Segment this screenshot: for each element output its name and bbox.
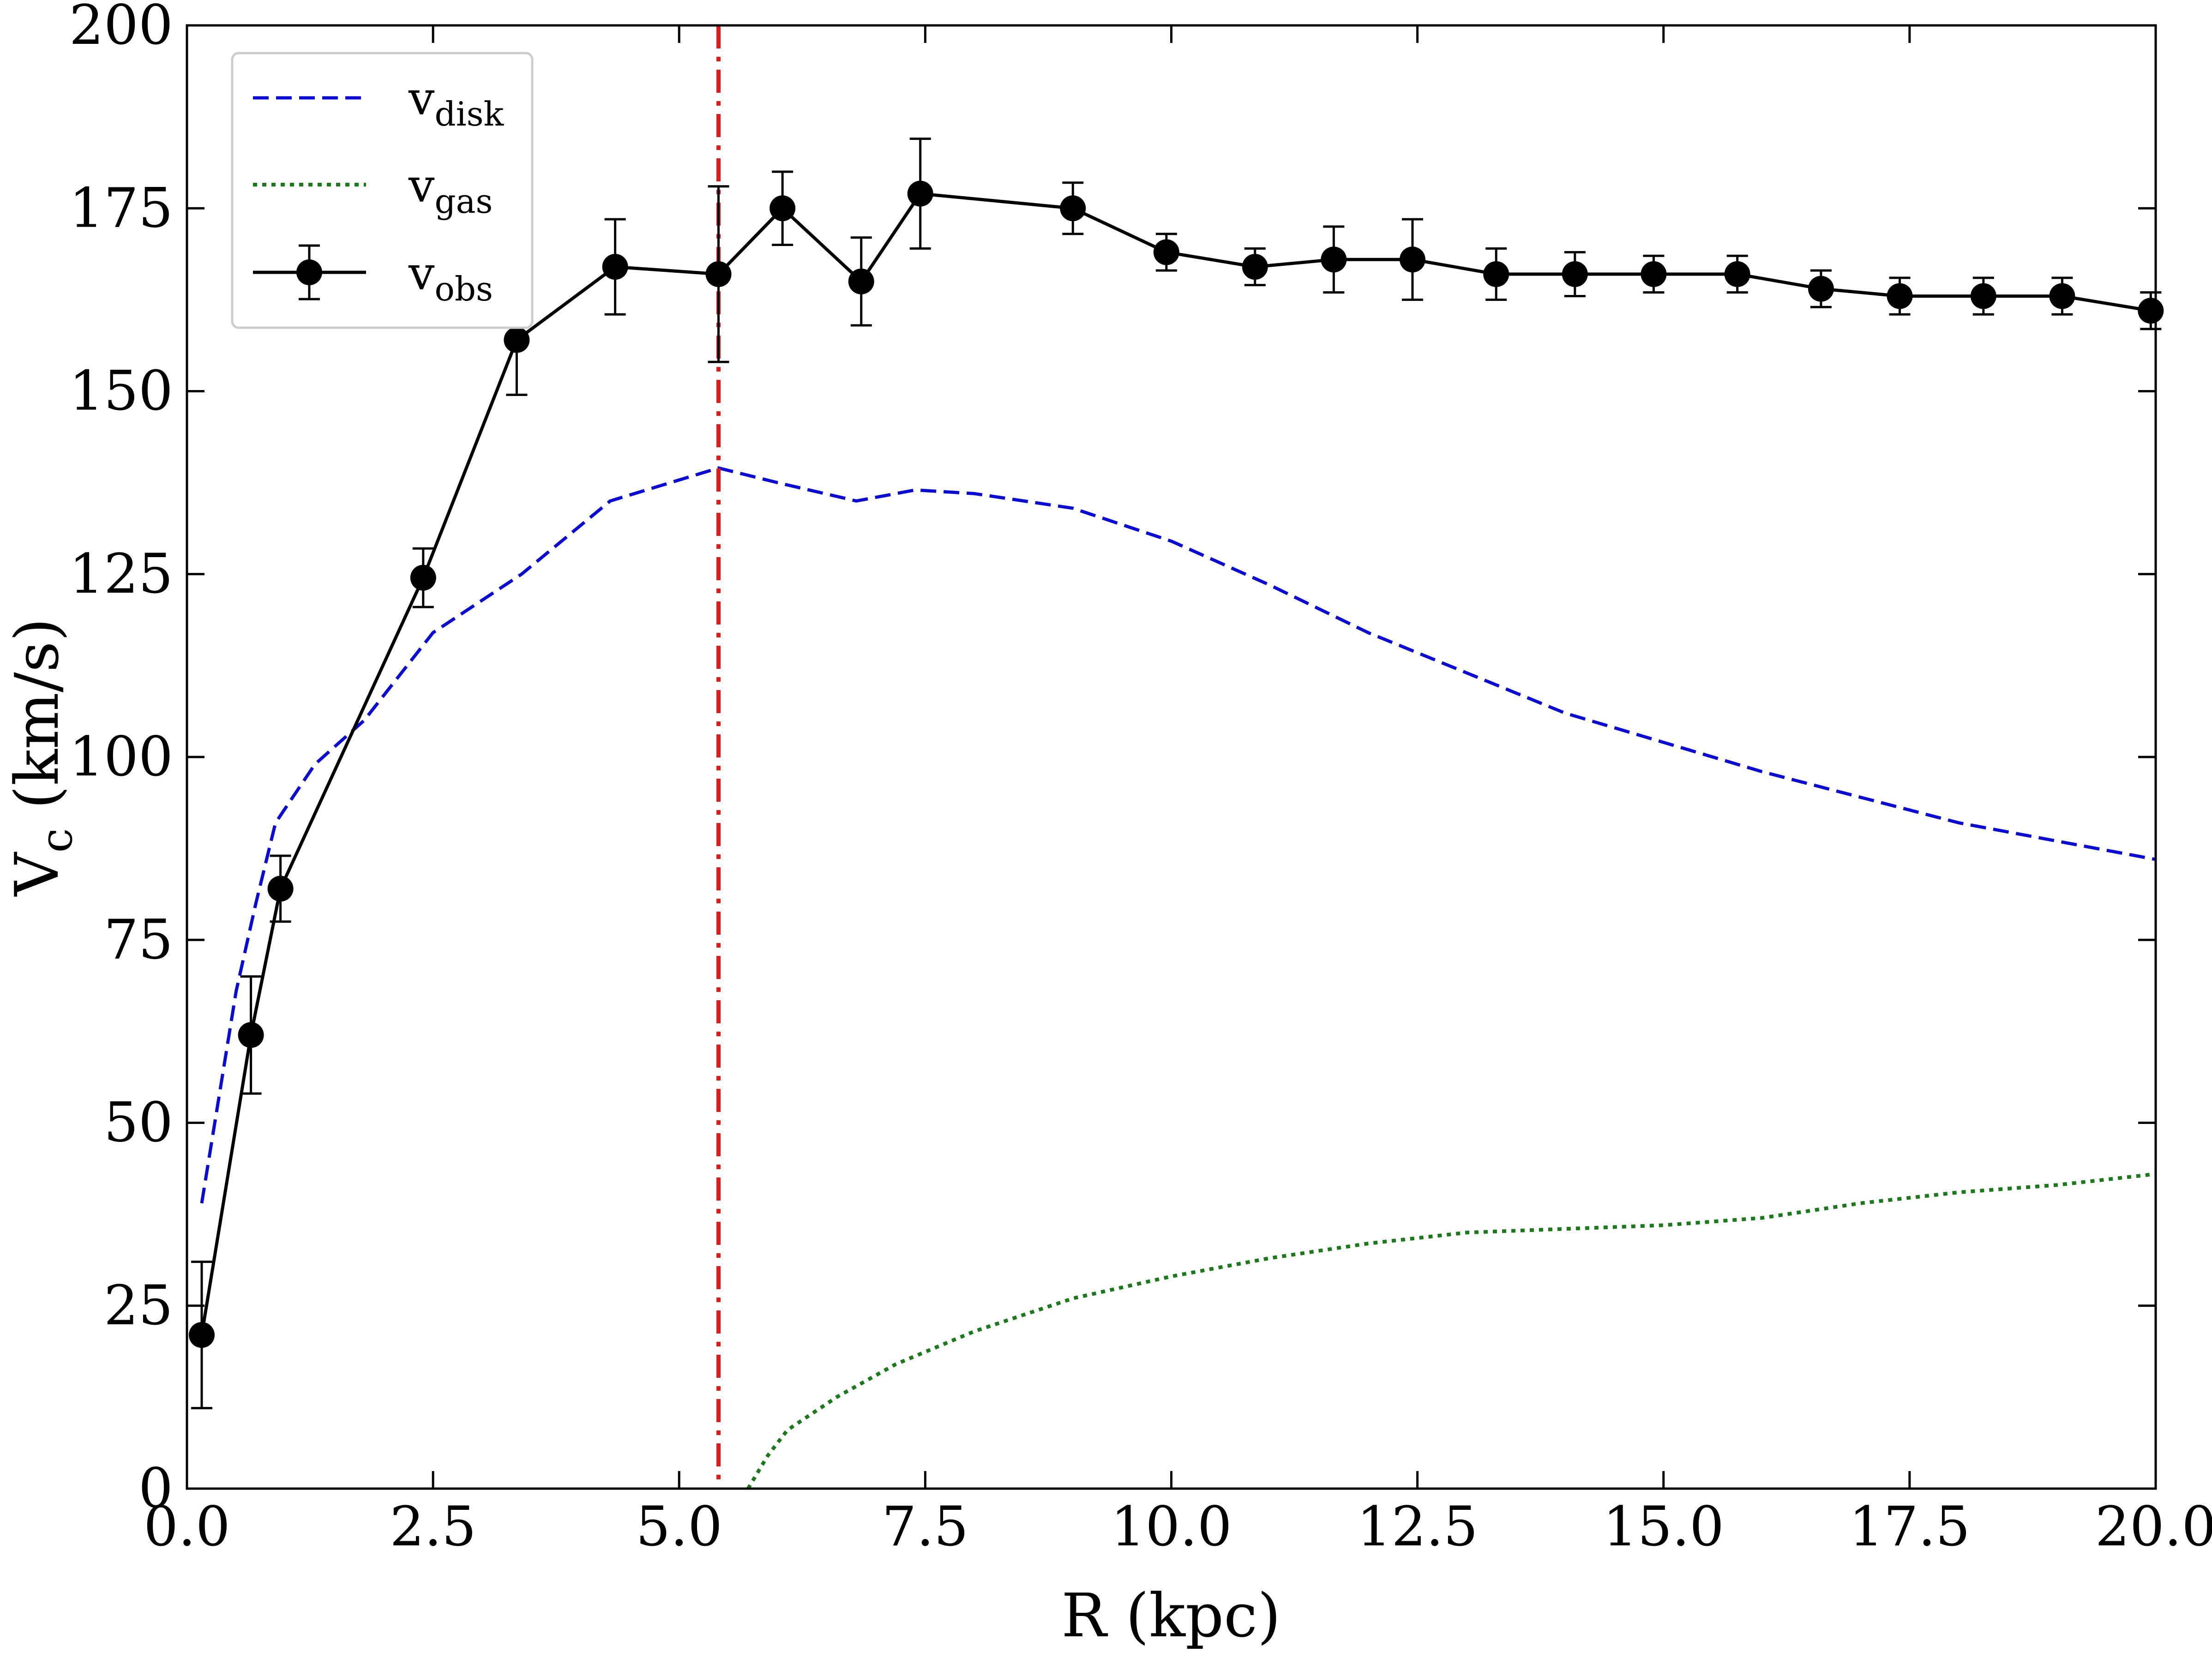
- y-tick-label: 125: [69, 542, 173, 606]
- data-point-obs: [1483, 261, 1509, 287]
- legend: vdisk vgas vobs: [231, 52, 534, 329]
- x-axis-label: R (kpc): [1061, 1580, 1280, 1651]
- x-tick-label: 15.0: [1603, 1495, 1724, 1558]
- series-line-v-disk: [200, 466, 2156, 1204]
- series-line-v-obs: [200, 192, 2151, 1335]
- data-point-obs: [1562, 261, 1588, 287]
- data-point-obs: [1242, 254, 1268, 280]
- x-tick-label: 17.5: [1849, 1495, 1971, 1558]
- data-point-obs: [602, 254, 628, 280]
- y-tick-label: 50: [104, 1091, 173, 1154]
- legend-label-gas: vgas: [408, 159, 493, 221]
- x-tick-label: 20.0: [2095, 1495, 2212, 1558]
- data-point-obs: [1060, 195, 1086, 222]
- x-tick-label: 10.0: [1111, 1495, 1232, 1558]
- data-point-obs: [1399, 246, 1425, 273]
- data-point-obs: [2138, 298, 2164, 324]
- data-point-obs: [1641, 261, 1667, 287]
- data-point-obs: [1808, 276, 1834, 302]
- data-point-obs: [504, 327, 530, 353]
- series-line-v-gas: [746, 1172, 2156, 1490]
- data-point-obs: [1724, 261, 1750, 287]
- data-point-obs: [267, 876, 294, 902]
- data-point-obs: [705, 261, 732, 287]
- y-tick-label: 100: [69, 725, 173, 788]
- data-point-obs: [1321, 246, 1347, 273]
- y-tick-label: 25: [104, 1274, 173, 1337]
- data-point-obs: [2049, 283, 2075, 309]
- data-point-obs: [410, 565, 436, 591]
- y-axis-label: Vc (km/s): [2, 618, 82, 897]
- data-point-obs: [238, 1022, 264, 1048]
- y-tick-label: 175: [69, 176, 173, 240]
- x-tick-label: 7.5: [882, 1495, 969, 1558]
- x-tick-label: 5.0: [636, 1495, 722, 1558]
- data-point-obs: [1153, 239, 1179, 265]
- x-tick-label: 12.5: [1357, 1495, 1478, 1558]
- data-point-obs: [907, 180, 933, 207]
- y-tick-label: 200: [69, 0, 173, 57]
- y-axis-label-unit: (km/s): [2, 618, 72, 828]
- x-tick-label: 0.0: [144, 1495, 230, 1558]
- y-tick-label: 75: [104, 907, 173, 971]
- data-point-obs: [848, 268, 874, 294]
- y-axis-label-main: V: [2, 852, 72, 897]
- y-axis-label-sub: c: [31, 828, 82, 853]
- plot-area: [188, 25, 2164, 1490]
- x-tick-label: 2.5: [390, 1495, 476, 1558]
- legend-swatch-obs-marker: [296, 259, 322, 285]
- axis-ticks: 0.0 2.5 5.0 7.5 10.0 12.5 15.0 17.5 20.0 0 25 50 75 1…: [69, 0, 2212, 1558]
- data-point-obs: [1887, 283, 1913, 309]
- data-point-obs: [769, 195, 796, 222]
- legend-label-obs: vobs: [408, 246, 493, 308]
- y-tick-label: 0: [138, 1456, 173, 1520]
- data-point-obs: [188, 1322, 215, 1348]
- legend-label-disk: vdisk: [408, 72, 505, 133]
- data-point-obs: [1970, 283, 1996, 309]
- y-tick-label: 150: [69, 359, 173, 423]
- legend-box: [231, 52, 534, 329]
